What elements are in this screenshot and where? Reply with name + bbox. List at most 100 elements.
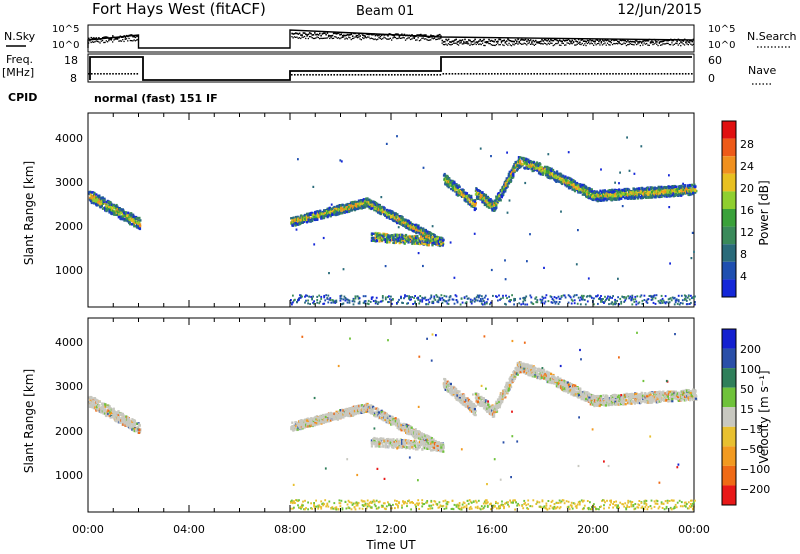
noise-sky-point — [526, 40, 528, 43]
noise-sky-point — [422, 34, 425, 37]
ground-scatter-cell — [443, 294, 446, 297]
noise-search-point — [439, 38, 441, 40]
echo-cell — [572, 185, 575, 188]
nave-point — [488, 73, 490, 75]
noise-sky-point — [307, 33, 310, 36]
echo-cell — [422, 237, 425, 240]
ground-scatter-cell — [485, 301, 488, 304]
echo-cell — [437, 236, 440, 239]
nave-point — [372, 74, 375, 76]
ground-scatter-cell — [370, 296, 373, 299]
echo-cell — [421, 237, 424, 241]
noise-sky-point — [644, 40, 647, 42]
ground-scatter-cell — [475, 296, 478, 299]
nave-point — [109, 73, 111, 75]
nave-point — [536, 73, 538, 75]
noise-sky-point — [567, 38, 570, 41]
echo-cell — [343, 208, 346, 211]
echo-cell — [604, 194, 607, 197]
ground-scatter-cell — [618, 303, 620, 306]
echo-cell — [627, 197, 630, 200]
speckle-cell — [614, 181, 616, 184]
echo-cell — [103, 199, 106, 202]
echo-cell — [681, 192, 684, 195]
noise-sky-point — [601, 39, 604, 41]
echo-cell — [656, 192, 659, 195]
ground-scatter-cell — [366, 302, 369, 305]
ground-scatter-cell — [433, 297, 436, 300]
echo-cell — [392, 236, 395, 239]
noise-search-point — [468, 43, 470, 45]
echo-cell — [374, 231, 377, 235]
echo-cell — [503, 183, 506, 186]
echo-cell — [397, 237, 400, 240]
echo-cell — [331, 212, 334, 215]
noise-search-point — [653, 43, 655, 45]
echo-cell — [609, 197, 612, 200]
noise-search-point — [95, 40, 97, 42]
noise-sky-point — [682, 40, 685, 42]
noise-sky-point — [292, 33, 295, 35]
noise-series — [87, 29, 695, 49]
noise-search-point — [416, 39, 418, 41]
noise-sky-point — [300, 34, 302, 36]
echo-cell — [554, 172, 557, 175]
echo-cell — [115, 207, 118, 210]
ground-scatter-cell — [404, 295, 406, 298]
noise-search-point — [504, 42, 506, 44]
noise-sky-point — [550, 39, 552, 41]
noise-search-point — [428, 39, 431, 41]
ground-scatter-cell — [579, 303, 582, 306]
echo-cell — [585, 195, 588, 199]
echo-cell — [120, 217, 123, 221]
echo-cell — [100, 201, 103, 205]
noise-search-point — [545, 43, 547, 45]
echo-cell — [623, 197, 626, 200]
noise-sky-point — [659, 40, 662, 43]
nave-point — [627, 73, 629, 75]
echo-cell — [567, 183, 571, 187]
echo-cell — [292, 223, 295, 226]
speckle-cell — [628, 169, 631, 172]
noise-search-point — [595, 44, 597, 46]
nave-point — [594, 73, 596, 75]
noise-search-point — [90, 41, 92, 44]
echo-cell — [462, 191, 465, 195]
echo-cell — [433, 242, 437, 245]
echo-cell — [536, 167, 539, 170]
ground-scatter-cell — [323, 296, 326, 299]
echo-cell — [578, 188, 581, 191]
noise-sky-point — [396, 33, 398, 35]
ground-scatter-cell — [554, 302, 557, 305]
nave-point — [445, 73, 448, 75]
noise-search-point — [415, 39, 417, 41]
nave-point — [394, 74, 396, 76]
echo-cell — [360, 205, 363, 208]
echo-cell — [374, 240, 377, 243]
nave-point — [606, 73, 608, 75]
echo-cell — [599, 189, 602, 192]
noise-search-point — [315, 37, 317, 39]
echo-cell — [674, 194, 677, 197]
echo-cell — [430, 241, 433, 244]
power-y-tick: 4000 — [55, 132, 83, 145]
echo-cell — [563, 176, 566, 180]
echo-cell — [463, 194, 466, 197]
ground-scatter-cell — [567, 294, 570, 297]
ground-scatter-cell — [562, 294, 565, 297]
echo-cell — [431, 236, 434, 239]
noise-sky-point — [416, 34, 418, 36]
echo-cell — [551, 176, 554, 180]
echo-cell — [384, 213, 388, 217]
echo-cell — [392, 211, 395, 215]
noise-sky-point — [629, 40, 632, 43]
echo-cell — [442, 239, 445, 242]
noise-sky-point — [641, 41, 643, 44]
noise-search-point — [523, 42, 525, 44]
noise-sky-point — [363, 34, 365, 37]
echo-cell — [596, 193, 599, 196]
ground-scatter-cell — [347, 299, 350, 302]
noise-search-point — [338, 37, 340, 39]
noise-sky-point — [518, 41, 521, 43]
echo-cell — [347, 210, 351, 213]
